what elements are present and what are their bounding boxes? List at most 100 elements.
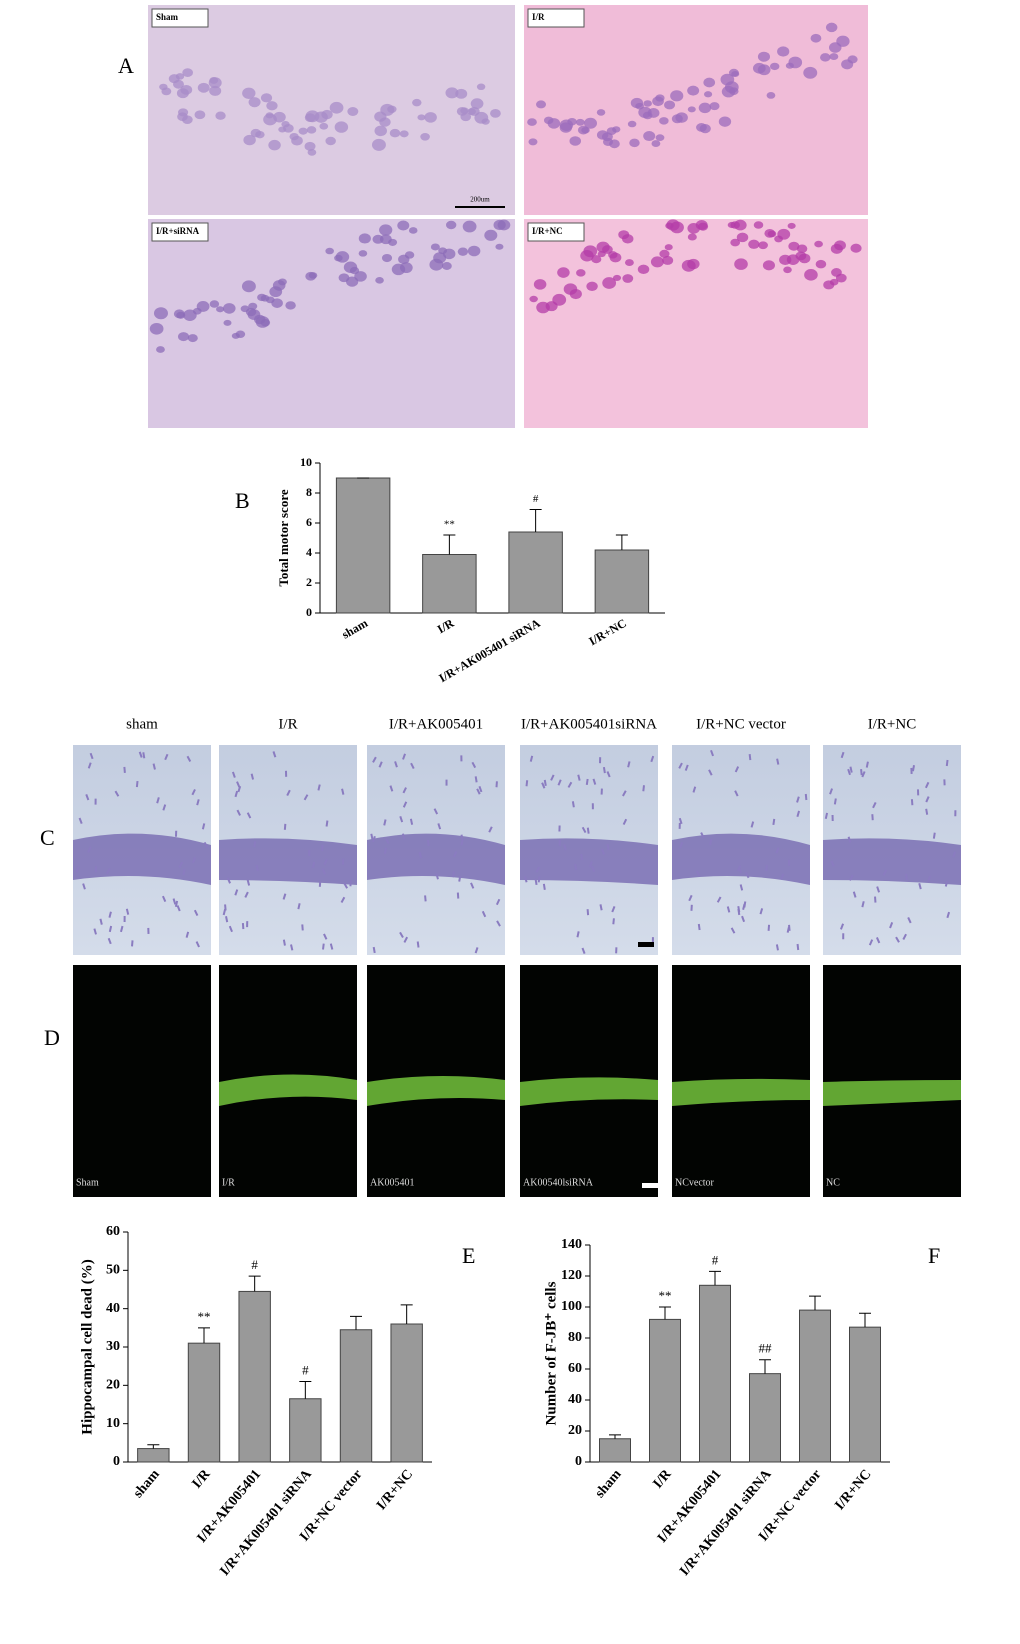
cell [226,916,227,922]
y-tick-label: 60 [568,1361,582,1376]
cell-layer [219,838,357,885]
cell [203,823,204,829]
error-bar [299,1382,311,1399]
cell [696,123,707,132]
cell [862,901,863,907]
cell [174,309,185,318]
cell [651,140,660,147]
cell [597,130,608,139]
cell [539,876,540,882]
cell [380,104,394,116]
cell [243,135,255,145]
bar [423,555,476,614]
x-tick-label: I/R+NC [586,616,628,649]
cell [216,306,224,312]
cell [834,240,846,250]
cell [826,813,827,819]
cell [591,255,601,263]
cell [476,776,477,782]
cell [445,87,458,98]
cell [411,819,412,825]
x-tick-label: I/R+AK005401 siRNA [217,1466,315,1579]
error-bar [249,1276,261,1291]
cell [851,244,862,253]
cell [806,794,807,800]
error-bar [443,535,455,555]
cell [318,785,319,791]
cell [666,219,679,230]
cell [758,52,770,62]
cell [577,931,578,937]
cell [612,126,620,132]
cell [764,229,775,238]
cell [298,903,299,909]
column-heading: I/R [278,716,297,732]
cell [494,220,506,230]
image-label: Sham [156,12,179,22]
bar [600,1439,631,1462]
cell [382,254,392,262]
cell [177,112,188,121]
error-bar [147,1445,159,1449]
cell [704,91,712,97]
cell [471,98,484,109]
cell [223,303,236,314]
cell [734,258,748,270]
cell [347,107,358,116]
cell [729,87,739,95]
cell [528,138,537,145]
cell [850,767,851,773]
cell [867,762,868,768]
cell [631,98,643,108]
cell [829,53,838,60]
image-label: I/R+siRNA [156,226,200,236]
cell [257,865,258,871]
cell [573,801,574,807]
cell [223,320,231,326]
y-tick-label: 40 [568,1392,582,1407]
significance-label: # [251,1257,258,1272]
cell [586,282,597,291]
cell [546,301,558,311]
cell [820,53,831,62]
cell [342,789,343,795]
cell-layer [520,838,658,885]
error-bar [616,535,628,550]
cell [656,134,665,141]
cell [835,798,836,804]
cell [261,295,270,302]
cell [638,265,649,274]
cell [424,112,437,123]
cell [588,909,589,915]
cell [652,96,664,106]
cell [453,871,454,877]
x-tick-label: sham [131,1467,163,1501]
image-label: I/R [532,12,545,22]
cell [246,308,256,316]
cell [613,918,614,924]
cell [315,112,328,123]
cell [527,118,537,126]
cell [156,346,165,353]
cell [261,93,272,102]
cell [777,759,778,765]
bar [188,1343,219,1462]
panel-label: C [40,825,55,850]
cell [777,46,789,56]
y-axis-title: Total motor score [276,489,291,586]
cell [763,260,775,270]
cell [534,279,547,290]
cell [379,224,392,235]
panel-label: A [118,53,134,78]
y-tick-label: 0 [306,605,312,619]
cell [209,86,221,96]
y-tick-label: 0 [575,1454,582,1469]
y-tick-label: 60 [106,1224,120,1239]
cell [643,785,644,791]
cell [531,756,532,762]
image-label: NCvector [675,1177,715,1188]
error-bar [759,1360,771,1374]
image-label: I/R+NC [532,226,563,236]
cell [608,844,609,850]
image-label: I/R [222,1177,235,1188]
